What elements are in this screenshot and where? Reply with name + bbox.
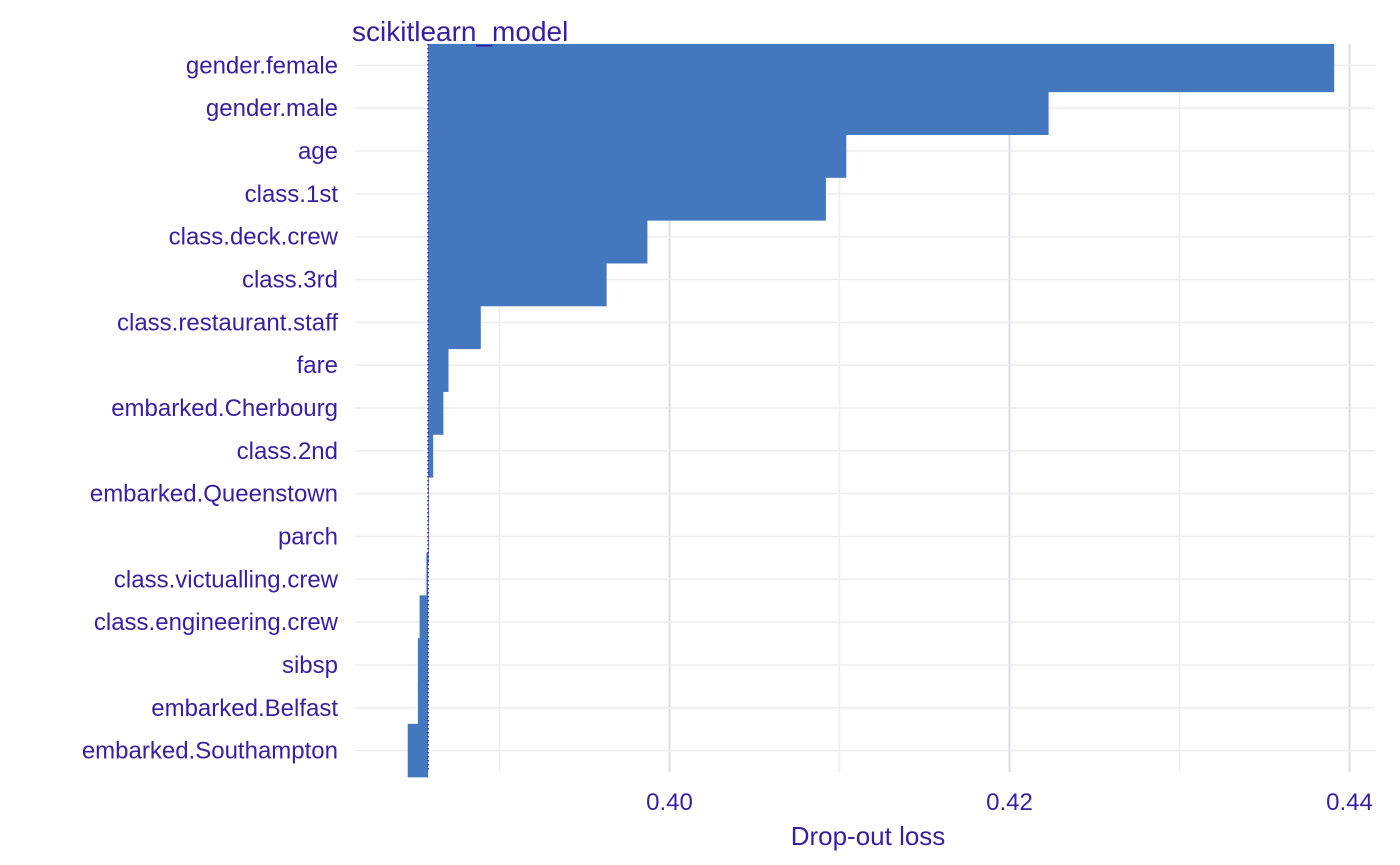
y-tick-label: embarked.Southampton [82, 738, 338, 765]
bars [407, 44, 1335, 778]
y-tick-label: gender.female [186, 52, 338, 79]
y-tick-label: gender.male [206, 95, 338, 122]
bar [428, 424, 434, 478]
y-tick-label: parch [278, 523, 338, 550]
y-tick-label: embarked.Belfast [151, 695, 338, 722]
x-axis-labels: 0.40 0.42 0.44 [646, 789, 1373, 816]
bar [428, 466, 429, 521]
x-tick-label: 0.40 [646, 789, 693, 816]
y-tick-label: embarked.Cherbourg [111, 395, 338, 422]
bar [417, 638, 429, 692]
y-tick-label: class.deck.crew [169, 224, 339, 251]
bar [407, 723, 429, 778]
y-axis-labels: gender.female gender.male age class.1st clas… [82, 52, 339, 764]
bar [428, 338, 449, 392]
bar [419, 595, 429, 649]
y-tick-label: class.3rd [242, 267, 338, 294]
bar [428, 381, 444, 435]
x-tick-label: 0.44 [1326, 789, 1373, 816]
y-tick-label: embarked.Queenstown [90, 481, 338, 508]
chart-title: scikitlearn_model [352, 16, 568, 47]
bar [426, 552, 429, 607]
y-tick-label: sibsp [282, 652, 338, 679]
y-tick-label: class.victualling.crew [114, 566, 339, 593]
y-tick-label: age [298, 138, 338, 165]
y-tick-label: class.2nd [237, 438, 338, 465]
x-tick-label: 0.42 [986, 789, 1033, 816]
x-axis-title: Drop-out loss [791, 821, 946, 851]
y-tick-label: class.engineering.crew [94, 609, 339, 636]
bar [417, 681, 429, 735]
y-tick-label: class.1st [245, 181, 339, 208]
y-tick-label: class.restaurant.staff [117, 309, 338, 336]
y-tick-label: fare [297, 352, 338, 379]
